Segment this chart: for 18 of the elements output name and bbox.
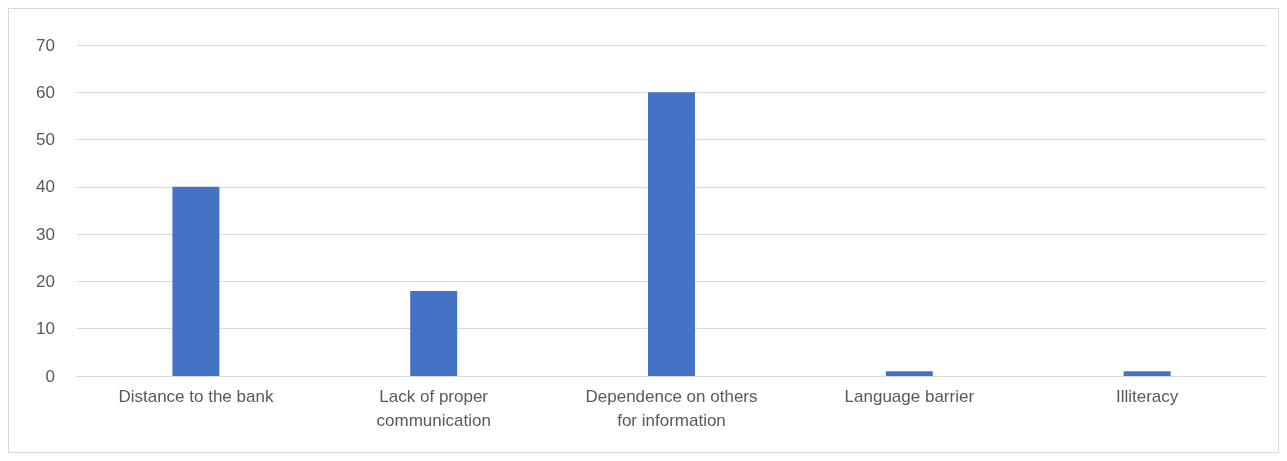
y-tick-label: 20: [36, 271, 55, 291]
x-tick-label: Language barrier: [844, 386, 975, 406]
x-tick-label: Lack of proper communication: [376, 386, 491, 430]
x-tick-label: Illiteracy: [1115, 386, 1179, 406]
y-tick-label: 0: [45, 366, 55, 386]
y-tick-label: 30: [36, 224, 55, 244]
y-tick-label: 40: [36, 177, 55, 197]
y-tick-label: 50: [36, 130, 55, 150]
bar: [648, 92, 695, 376]
y-tick-label: 70: [36, 35, 55, 55]
y-tick-label: 60: [36, 82, 55, 102]
bar: [885, 371, 933, 376]
bar: [172, 186, 220, 376]
x-tick-label: Distance to the bank: [118, 386, 274, 406]
bar: [410, 290, 458, 376]
bar: [1123, 371, 1171, 376]
y-tick-label: 10: [36, 319, 55, 339]
x-tick-label: Dependence on others for information: [585, 386, 758, 430]
